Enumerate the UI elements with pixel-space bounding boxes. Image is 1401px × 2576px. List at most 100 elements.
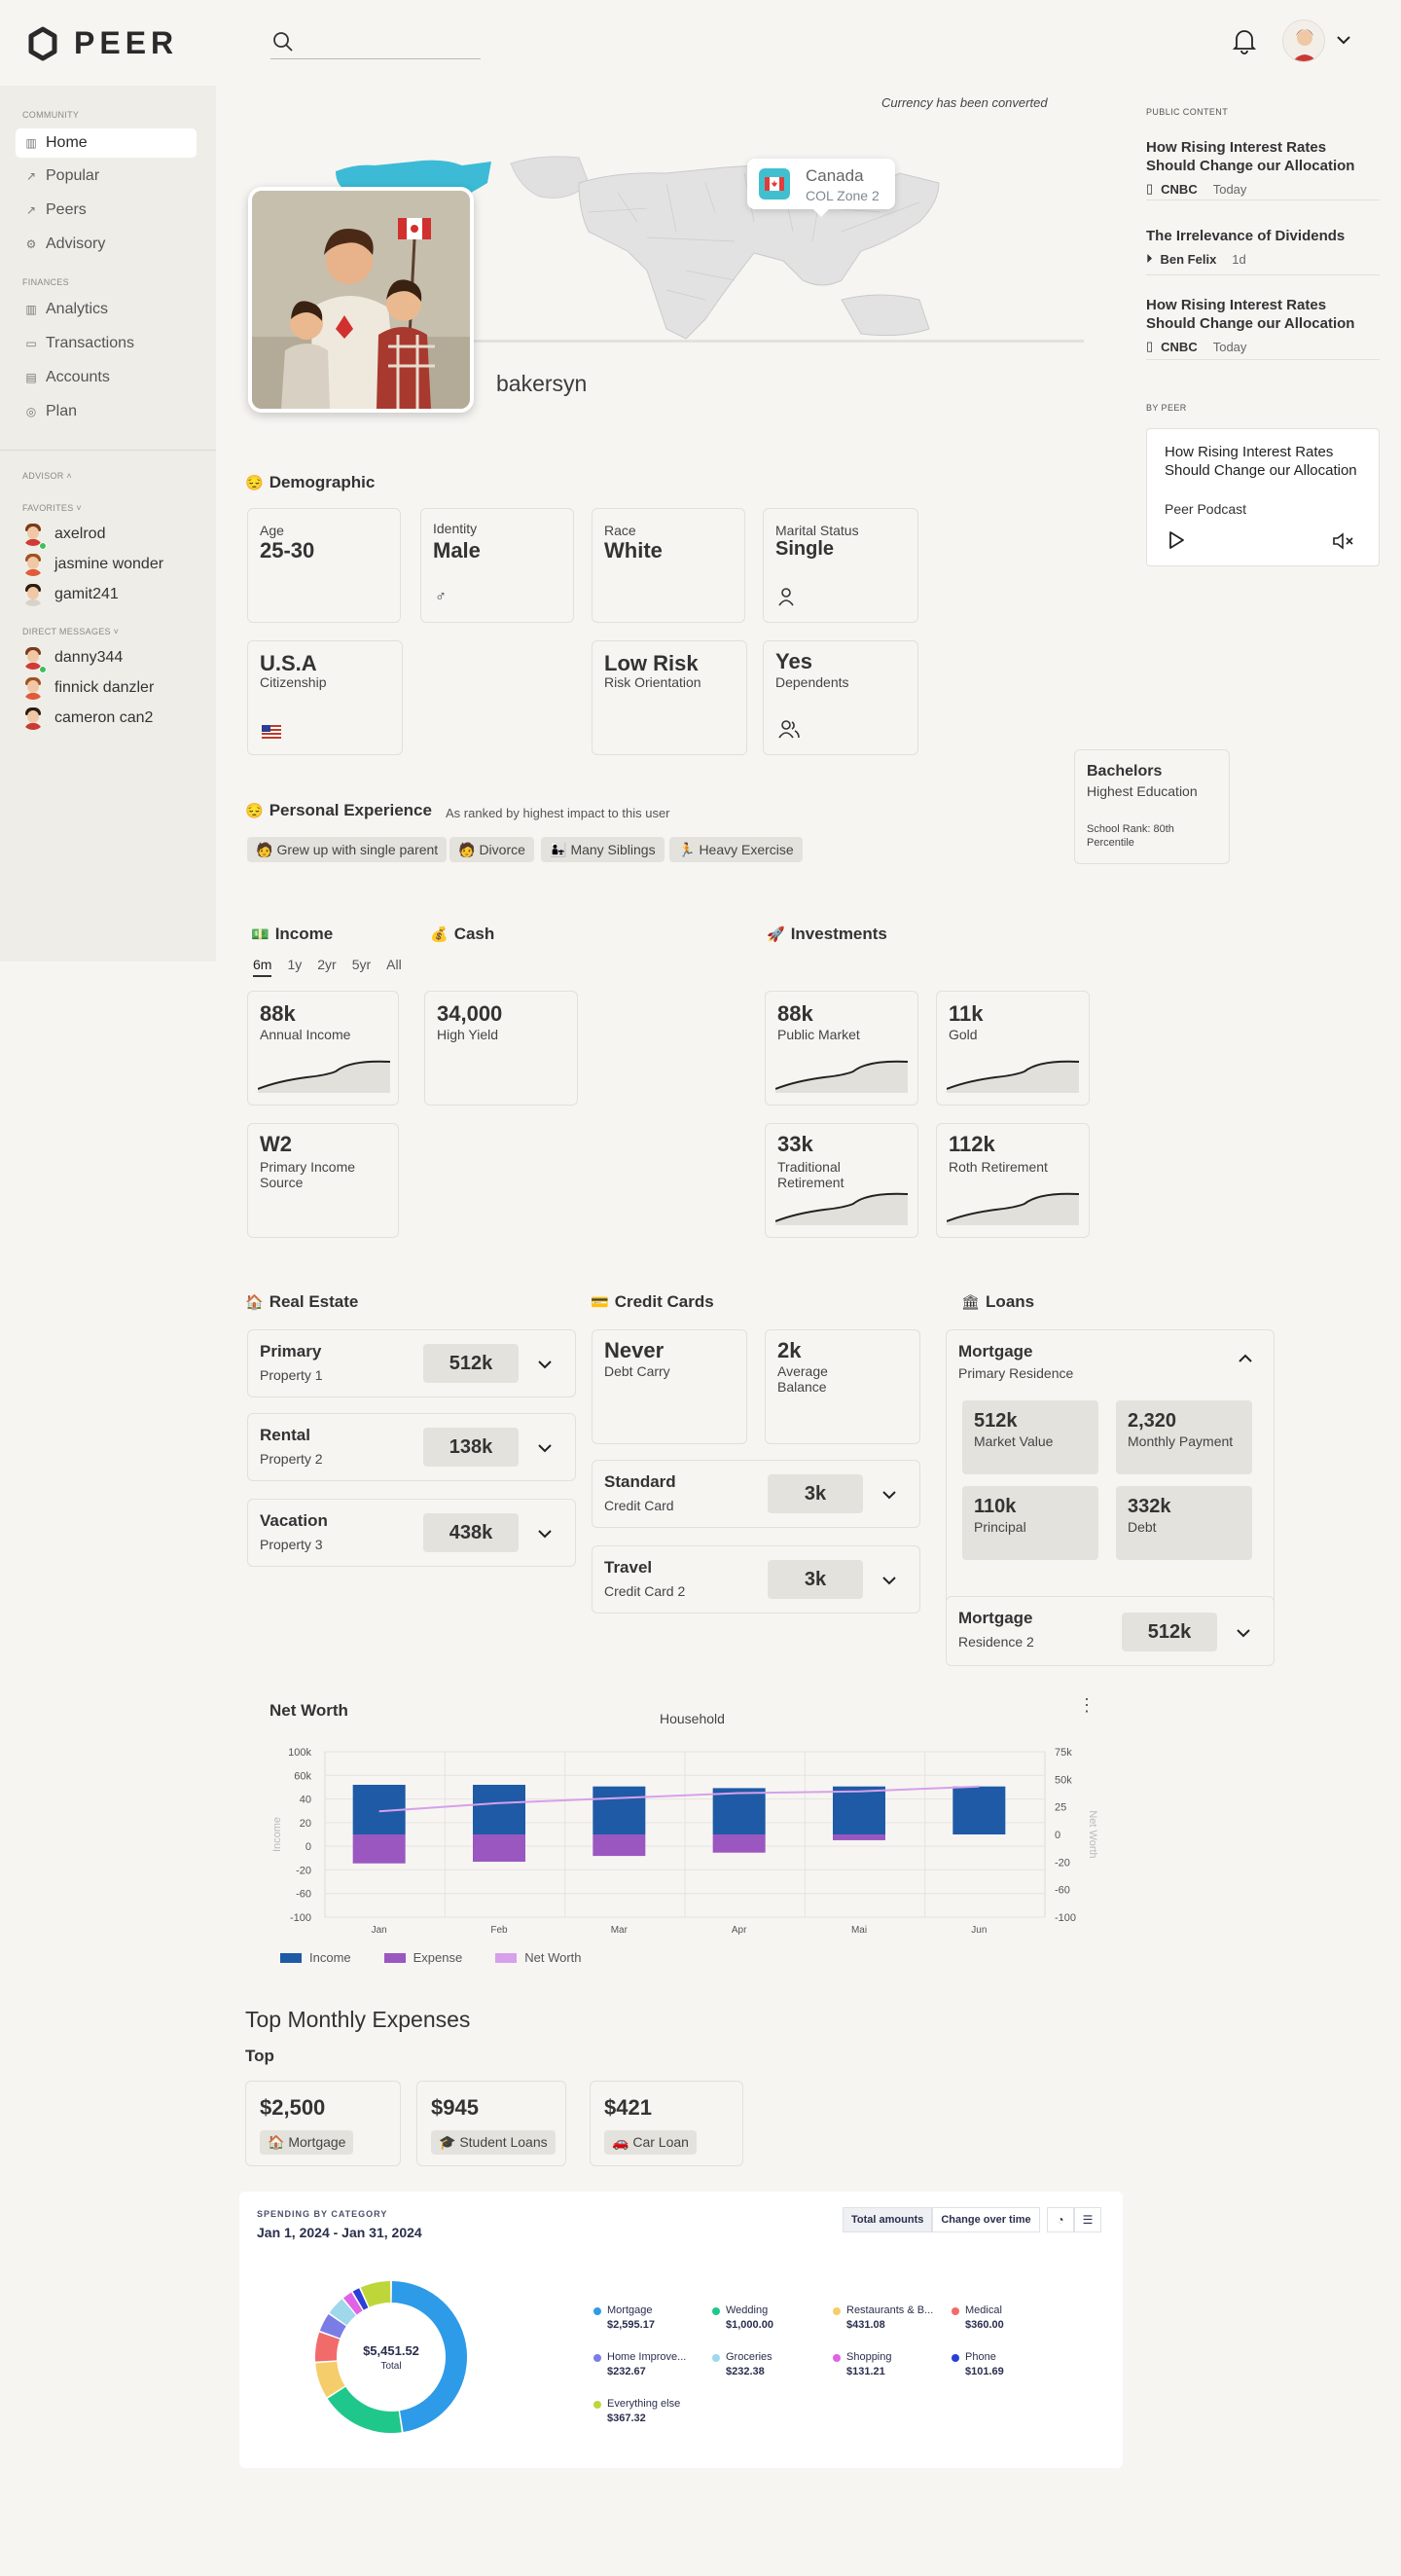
citizenship-card: U.S.A Citizenship bbox=[247, 640, 403, 755]
sidebar: COMMUNITY ▥ Home ↗ Popular ↗ Peers ⚙ Advisor… bbox=[0, 86, 216, 961]
profile-picture[interactable] bbox=[248, 187, 474, 413]
play-icon[interactable] bbox=[1167, 530, 1186, 550]
legend-category: Home Improve... bbox=[607, 2351, 687, 2363]
spending-view-tabs: Total amounts Change over time bbox=[843, 2207, 1040, 2232]
avatar bbox=[21, 676, 45, 700]
experience-chip[interactable]: 🧑 Grew up with single parent bbox=[247, 837, 448, 862]
top-expenses-title: Top Monthly Expenses bbox=[245, 2007, 471, 2032]
people-icon bbox=[777, 719, 801, 739]
property-row[interactable]: Vacation Property 3 438k bbox=[247, 1499, 576, 1567]
chevron-down-icon[interactable] bbox=[536, 1525, 554, 1542]
credit-card-row[interactable]: Travel Credit Card 2 3k bbox=[592, 1545, 920, 1614]
spending-chart-toggle: ◔ ☰ bbox=[1047, 2207, 1101, 2232]
x-tick-label: Apr bbox=[732, 1925, 747, 1936]
article-item[interactable]: How Rising Interest Rates Should Change … bbox=[1146, 138, 1380, 200]
chevron-down-icon[interactable] bbox=[536, 1439, 554, 1457]
experience-chip[interactable]: 🏃 Heavy Exercise bbox=[669, 837, 803, 862]
tab-5yr[interactable]: 5yr bbox=[351, 957, 372, 972]
sidebar-item-advisory[interactable]: ⚙ Advisory bbox=[25, 236, 106, 252]
property-value: 512k bbox=[423, 1344, 519, 1383]
app-logo[interactable]: PEER bbox=[25, 25, 178, 61]
favorite-user[interactable]: gamit241 bbox=[21, 583, 119, 606]
investments-section-title: 🚀 Investments bbox=[767, 925, 887, 943]
income-bar bbox=[952, 1786, 1006, 1834]
sidebar-item-analytics[interactable]: ▥ Analytics bbox=[25, 301, 109, 317]
tab-all[interactable]: All bbox=[386, 957, 402, 972]
experience-chip[interactable]: 🧑 Divorce bbox=[449, 837, 534, 862]
expense-bar bbox=[833, 1834, 885, 1840]
chevron-down-icon[interactable] bbox=[536, 1356, 554, 1373]
investment-card: 11k Gold bbox=[936, 991, 1090, 1106]
peer-podcast-card[interactable]: How Rising Interest Rates Should Change … bbox=[1146, 428, 1380, 566]
y-tick-label: 0 bbox=[305, 1841, 311, 1853]
money-icon: 💵 bbox=[251, 926, 269, 943]
y2-tick-label: -100 bbox=[1055, 1912, 1076, 1924]
favorites-section-toggle[interactable]: FAVORITES ˅ bbox=[22, 503, 82, 513]
direct-messages-section-toggle[interactable]: DIRECT MESSAGES ˅ bbox=[22, 627, 120, 636]
y-tick-label: 100k bbox=[288, 1747, 311, 1759]
experience-chip[interactable]: 👨‍👧 Many Siblings bbox=[541, 837, 665, 862]
article-item[interactable]: The Irrelevance of Dividends ⏵ Ben Felix 1… bbox=[1146, 227, 1380, 275]
favorite-user[interactable]: jasmine wonder bbox=[21, 553, 163, 576]
expense-card[interactable]: $945 🎓 Student Loans bbox=[416, 2081, 566, 2166]
chevron-down-icon[interactable] bbox=[880, 1572, 898, 1589]
legend-expense[interactable]: Expense bbox=[383, 1950, 462, 1965]
sidebar-item-plan[interactable]: ◎ Plan bbox=[25, 403, 78, 419]
list-view-icon[interactable]: ☰ bbox=[1074, 2207, 1101, 2232]
legend-dot bbox=[712, 2354, 720, 2362]
mute-icon[interactable] bbox=[1332, 532, 1357, 550]
dm-user[interactable]: finnick danzler bbox=[21, 676, 154, 700]
property-row[interactable]: Primary Property 1 512k bbox=[247, 1329, 576, 1397]
legend-income[interactable]: Income bbox=[280, 1950, 351, 1965]
expense-bar bbox=[473, 1834, 525, 1863]
article-item[interactable]: How Rising Interest Rates Should Change … bbox=[1146, 296, 1380, 360]
tab-change-over-time[interactable]: Change over time bbox=[932, 2207, 1040, 2232]
donut-view-icon[interactable]: ◔ bbox=[1047, 2207, 1074, 2232]
user-avatar[interactable] bbox=[1282, 19, 1325, 62]
advisor-section-toggle[interactable]: ADVISOR ˄ bbox=[22, 471, 72, 481]
donut-slice bbox=[315, 2332, 341, 2362]
property-row[interactable]: Rental Property 2 138k bbox=[247, 1413, 576, 1481]
sidebar-item-peers[interactable]: ↗ Peers bbox=[25, 201, 87, 218]
credit-card-row[interactable]: Standard Credit Card 3k bbox=[592, 1460, 920, 1528]
legend-net-worth[interactable]: Net Worth bbox=[495, 1950, 582, 1965]
chart-legend: Income Expense Net Worth bbox=[280, 1950, 582, 1965]
expense-bar bbox=[593, 1834, 646, 1857]
currency-note: Currency has been converted bbox=[881, 95, 1048, 110]
account-menu-chevron-icon[interactable] bbox=[1335, 31, 1352, 49]
tab-1y[interactable]: 1y bbox=[287, 957, 303, 972]
podcast-source: Peer Podcast bbox=[1165, 501, 1247, 517]
sparkline bbox=[775, 1060, 908, 1093]
sidebar-item-home[interactable]: ▥ Home bbox=[16, 128, 197, 158]
bar-chart-icon: ▥ bbox=[25, 136, 37, 150]
dm-user[interactable]: cameron can2 bbox=[21, 707, 153, 730]
spending-date-range[interactable]: Jan 1, 2024 - Jan 31, 2024 bbox=[257, 2225, 422, 2240]
favorite-user[interactable]: axelrod bbox=[21, 523, 105, 546]
document-icon: ▯ bbox=[1146, 339, 1154, 353]
personal-experience-subtitle: As ranked by highest impact to this user bbox=[446, 806, 670, 820]
kebab-menu-icon[interactable]: ⋮ bbox=[1078, 1695, 1096, 1715]
sidebar-item-transactions[interactable]: ▭ Transactions bbox=[25, 335, 134, 351]
chevron-down-icon[interactable] bbox=[880, 1486, 898, 1504]
gear-icon: ⚙ bbox=[25, 237, 37, 251]
tab-2yr[interactable]: 2yr bbox=[317, 957, 337, 972]
by-peer-label: BY PEER bbox=[1146, 403, 1187, 413]
bar-chart-icon: ▥ bbox=[25, 303, 37, 316]
sidebar-item-popular[interactable]: ↗ Popular bbox=[25, 167, 100, 184]
bank-icon: 🏛 bbox=[961, 1294, 981, 1311]
chevron-up-icon[interactable] bbox=[1237, 1350, 1254, 1367]
tab-6m[interactable]: 6m bbox=[253, 957, 272, 977]
sidebar-item-accounts[interactable]: ▤ Accounts bbox=[25, 369, 110, 385]
mortgage-primary-card[interactable]: Mortgage Primary Residence 512k Market V… bbox=[946, 1329, 1275, 1610]
mortgage-secondary-row[interactable]: Mortgage Residence 2 512k bbox=[946, 1596, 1275, 1666]
graduate-emoji-icon: 🎓 bbox=[439, 2134, 456, 2150]
accounts-icon: ▤ bbox=[25, 371, 37, 384]
expense-bar bbox=[352, 1834, 406, 1864]
notifications-bell-icon[interactable] bbox=[1232, 27, 1257, 54]
chevron-down-icon[interactable] bbox=[1235, 1624, 1252, 1642]
tab-total-amounts[interactable]: Total amounts bbox=[843, 2207, 933, 2232]
dm-user[interactable]: danny344 bbox=[21, 646, 123, 670]
expense-card[interactable]: $421 🚗 Car Loan bbox=[590, 2081, 743, 2166]
search-input[interactable] bbox=[270, 29, 481, 59]
expense-card[interactable]: $2,500 🏠 Mortgage bbox=[245, 2081, 401, 2166]
